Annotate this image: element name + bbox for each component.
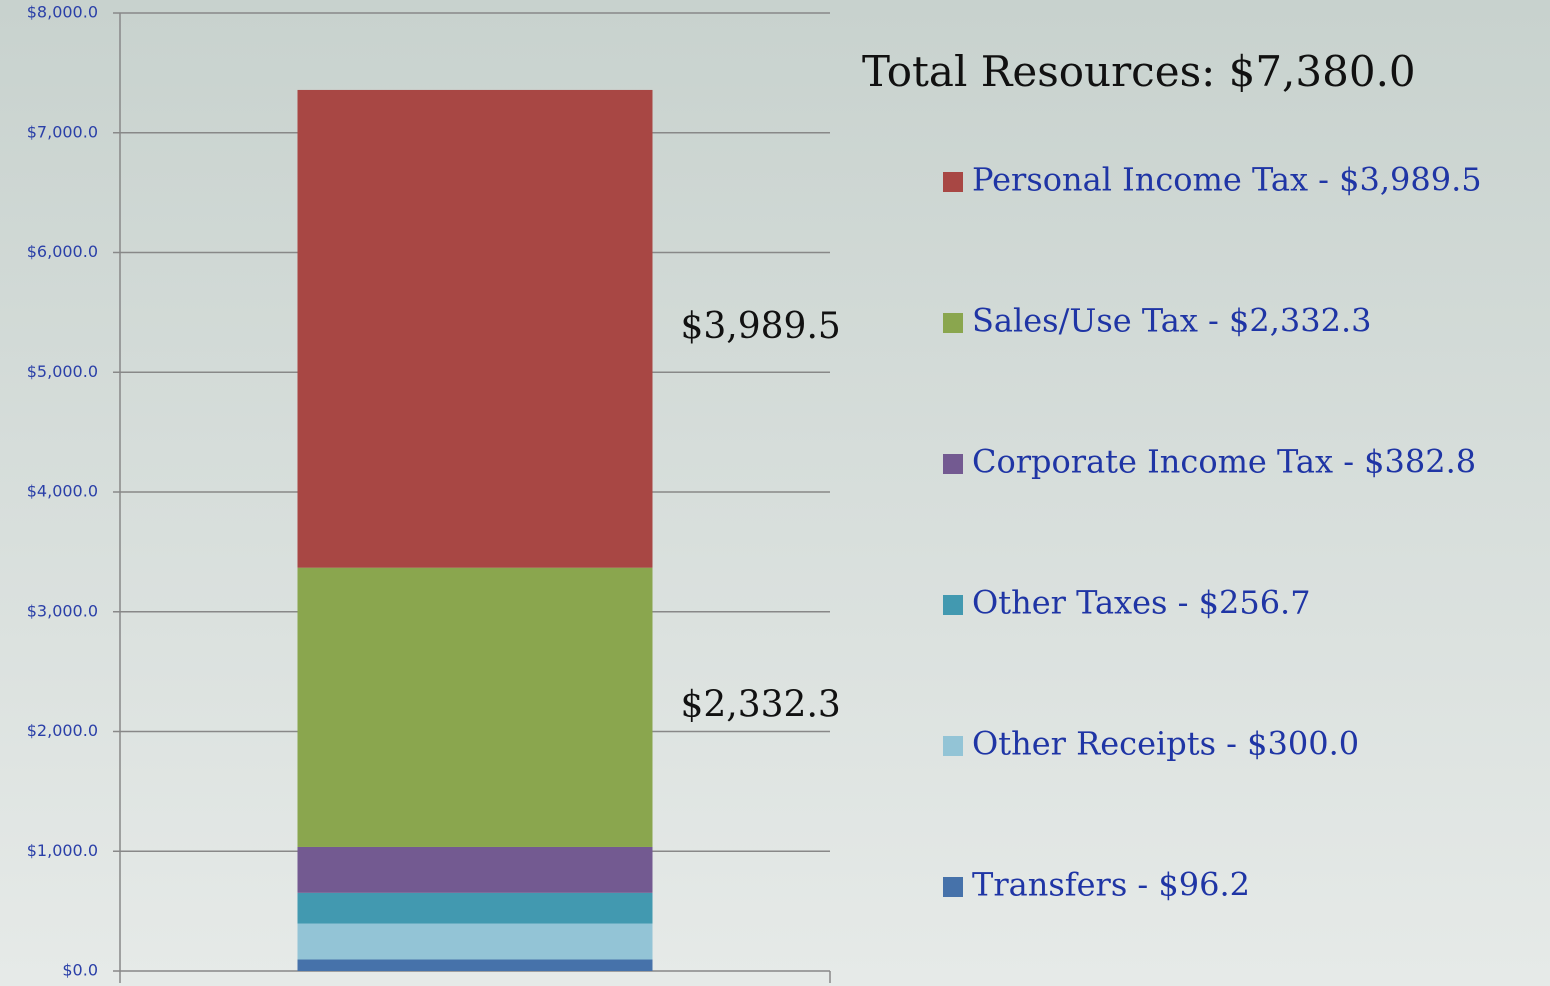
bar-segment <box>297 959 653 971</box>
legend-label: Other Receipts - $300.0 <box>972 725 1359 763</box>
legend-swatch <box>943 736 963 756</box>
legend-label: Transfers - $96.2 <box>972 866 1250 904</box>
bar-segment <box>297 892 653 924</box>
legend-swatch <box>943 313 963 333</box>
bar-segment <box>297 923 653 960</box>
bar-segment <box>297 567 653 847</box>
data-label: $3,989.5 <box>681 306 841 347</box>
y-tick-label: $7,000.0 <box>27 122 98 141</box>
y-tick-label: $5,000.0 <box>27 362 98 381</box>
y-tick-label: $0.0 <box>62 961 98 980</box>
legend-label: Other Taxes - $256.7 <box>972 584 1311 622</box>
legend-swatch <box>943 172 963 192</box>
y-tick-label: $1,000.0 <box>27 841 98 860</box>
legend-label: Personal Income Tax - $3,989.5 <box>972 161 1482 199</box>
legend-label: Sales/Use Tax - $2,332.3 <box>972 302 1372 340</box>
y-tick-label: $2,000.0 <box>27 721 98 740</box>
legend-label: Corporate Income Tax - $382.8 <box>972 443 1476 481</box>
y-tick-label: $4,000.0 <box>27 482 98 501</box>
legend-swatch <box>943 877 963 897</box>
y-tick-label: $3,000.0 <box>27 601 98 620</box>
legend-swatch <box>943 595 963 615</box>
data-label: $2,332.3 <box>681 684 841 725</box>
legend-swatch <box>943 454 963 474</box>
bar-segment <box>297 89 653 568</box>
total-annotation: Total Resources: $7,380.0 <box>862 47 1416 96</box>
bar-segment <box>297 846 653 893</box>
y-tick-label: $6,000.0 <box>27 242 98 261</box>
y-tick-label: $8,000.0 <box>27 3 98 22</box>
